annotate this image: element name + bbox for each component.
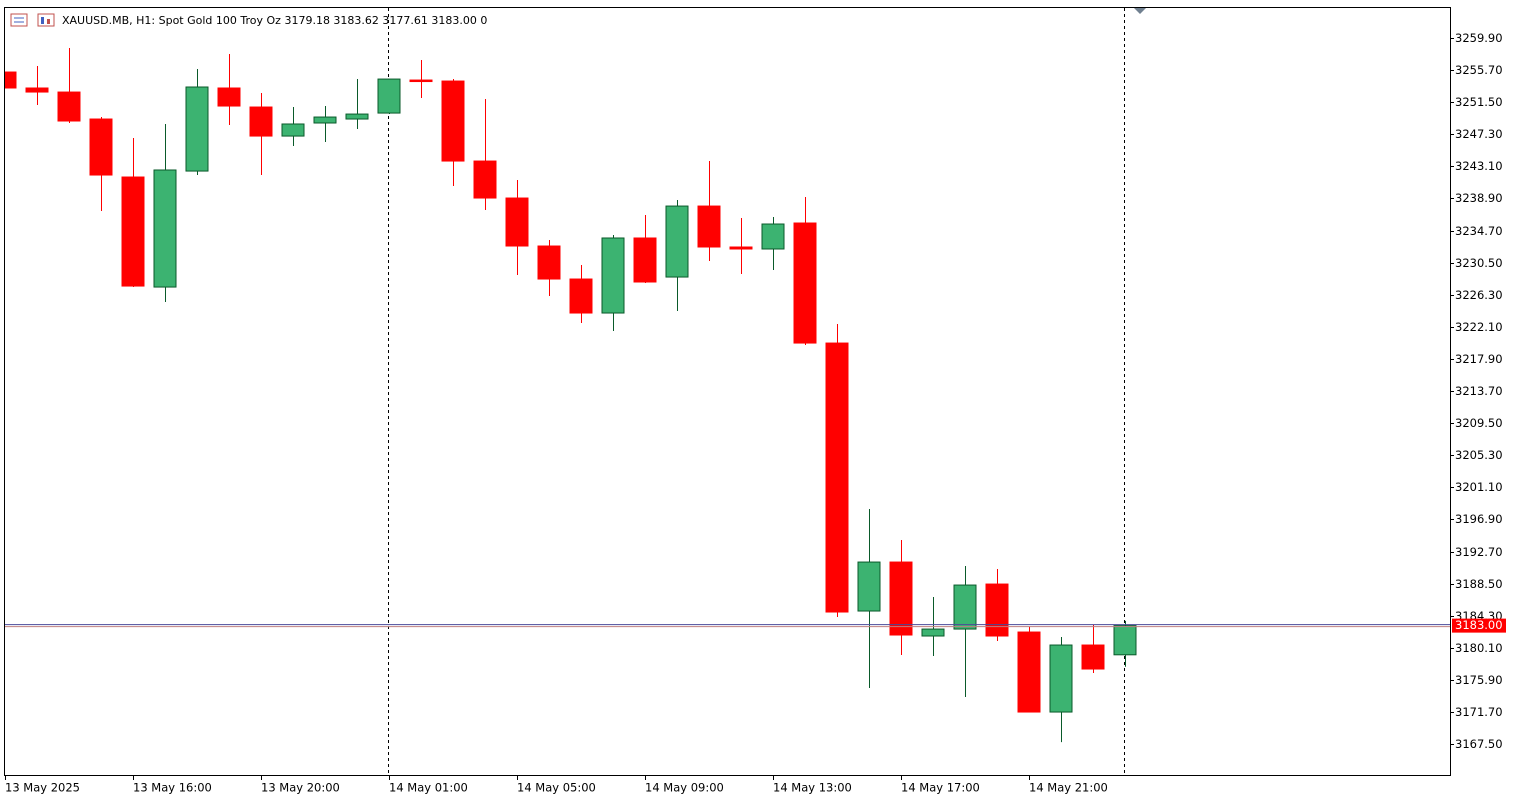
- x-tick-label: 14 May 17:00: [901, 781, 980, 795]
- candle-body: [473, 160, 497, 199]
- y-tick-label: 3222.10: [1455, 320, 1503, 334]
- y-tick-label: 3213.70: [1455, 384, 1503, 398]
- last-price-label: 3183.00: [1455, 618, 1503, 632]
- last-price-box: [1452, 618, 1506, 633]
- y-tick-label: 3234.70: [1455, 224, 1503, 238]
- x-tick-label: 14 May 09:00: [645, 781, 724, 795]
- y-tick-label: 3175.90: [1455, 673, 1503, 687]
- y-tick-label: 3167.50: [1455, 737, 1503, 751]
- y-tick-label: 3238.90: [1455, 191, 1503, 205]
- y-tick-label: 3192.70: [1455, 545, 1503, 559]
- toolbar-icons: [10, 13, 55, 27]
- candle-body: [601, 237, 625, 314]
- y-tick-label: 3251.50: [1455, 95, 1503, 109]
- icon: [37, 13, 55, 27]
- candle-body: [57, 91, 81, 122]
- candle-body: [89, 118, 113, 176]
- candle-body: [153, 169, 177, 288]
- shift-marker: [1134, 8, 1146, 14]
- y-tick-label: 3230.50: [1455, 256, 1503, 270]
- chart-title: XAUUSD.MB, H1: Spot Gold 100 Troy Oz 317…: [62, 14, 487, 27]
- x-tick-label: 13 May 2025: [5, 781, 80, 795]
- candle-body: [313, 116, 337, 124]
- y-tick-label: 3255.70: [1455, 63, 1503, 77]
- candle-body: [665, 205, 689, 278]
- candle-body: [569, 278, 593, 314]
- candle-body: [825, 342, 849, 613]
- y-tick-label: 3226.30: [1455, 288, 1503, 302]
- candle-body: [441, 80, 465, 162]
- candle-body: [537, 245, 561, 280]
- candle-body: [953, 584, 977, 630]
- y-tick-label: 3196.90: [1455, 512, 1503, 526]
- candle-body: [697, 205, 721, 248]
- icon-bar: [47, 19, 50, 24]
- y-tick-label: 3209.50: [1455, 416, 1503, 430]
- icon-bar: [41, 17, 44, 24]
- candle-body: [505, 197, 529, 247]
- y-tick-label: 3201.10: [1455, 480, 1503, 494]
- candle-body: [249, 106, 273, 137]
- candle-body: [633, 237, 657, 283]
- candle-body: [185, 86, 209, 172]
- candle-body: [1049, 644, 1073, 713]
- candle-body: [761, 223, 785, 250]
- candle-body: [793, 222, 817, 344]
- plot-frame: [4, 7, 1451, 776]
- candle-body: [217, 87, 241, 107]
- y-tick-label: 3217.90: [1455, 352, 1503, 366]
- candle-body: [5, 71, 17, 89]
- candle-body: [409, 79, 433, 83]
- x-tick-label: 13 May 16:00: [133, 781, 212, 795]
- x-tick-label: 13 May 20:00: [261, 781, 340, 795]
- candle-body: [985, 583, 1009, 637]
- x-tick-label: 14 May 13:00: [773, 781, 852, 795]
- candle-body: [921, 628, 945, 637]
- y-tick-label: 3205.30: [1455, 448, 1503, 462]
- candles: [5, 48, 1137, 743]
- candle-body: [1113, 625, 1137, 656]
- x-tick-label: 14 May 01:00: [389, 781, 468, 795]
- candle-body: [1081, 644, 1105, 670]
- candle-body: [345, 113, 369, 120]
- candle-body: [281, 123, 305, 137]
- y-tick-label: 3243.10: [1455, 159, 1503, 173]
- candle-body: [729, 246, 753, 250]
- y-tick-label: 3188.50: [1455, 577, 1503, 591]
- y-tick-label: 3259.90: [1455, 31, 1503, 45]
- x-tick-label: 14 May 05:00: [517, 781, 596, 795]
- y-tick-label: 3180.10: [1455, 641, 1503, 655]
- icon: [10, 13, 28, 27]
- candle-body: [377, 78, 401, 114]
- candle-body: [1017, 631, 1041, 713]
- x-tick-label: 14 May 21:00: [1029, 781, 1108, 795]
- candle-body: [121, 176, 145, 287]
- y-tick-label: 3171.70: [1455, 705, 1503, 719]
- candle-body: [857, 561, 881, 612]
- candle-body: [25, 87, 49, 93]
- candle-body: [889, 561, 913, 636]
- y-tick-label: 3247.30: [1455, 127, 1503, 141]
